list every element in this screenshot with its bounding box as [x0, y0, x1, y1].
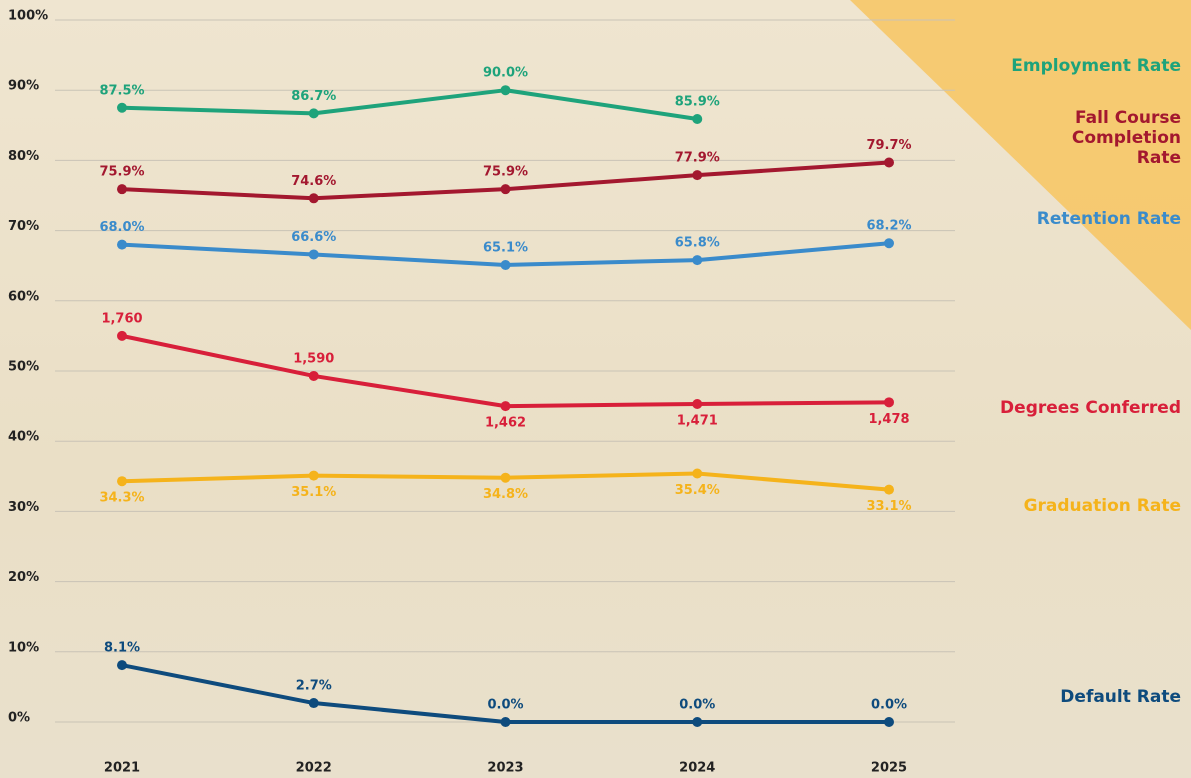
data-label: 0.0% — [679, 698, 715, 713]
y-tick-label: 30% — [8, 500, 39, 515]
data-label: 34.8% — [483, 487, 528, 502]
data-point — [309, 471, 319, 481]
data-label: 87.5% — [99, 83, 144, 98]
data-point — [692, 468, 702, 478]
data-point — [501, 473, 511, 483]
data-point — [501, 401, 511, 411]
y-tick-label: 50% — [8, 360, 39, 375]
data-label: 68.0% — [99, 220, 144, 235]
data-point — [692, 170, 702, 180]
y-tick-label: 20% — [8, 570, 39, 585]
data-point — [309, 371, 319, 381]
y-tick-label: 70% — [8, 219, 39, 234]
data-label: 1,471 — [677, 413, 718, 428]
chart-page: 0% 10% 20% 30% 40% 50% 60% 70% 80% 90% 100% 2021 202… — [0, 0, 1191, 778]
data-label: 2.7% — [296, 679, 332, 694]
data-point — [884, 397, 894, 407]
data-point — [117, 240, 127, 250]
data-point — [501, 85, 511, 95]
data-label: 86.7% — [291, 89, 336, 104]
data-point — [692, 399, 702, 409]
data-label: 90.0% — [483, 66, 528, 81]
y-tick-label: 100% — [8, 9, 48, 24]
data-label: 0.0% — [871, 698, 907, 713]
data-label: 34.3% — [99, 491, 144, 506]
data-label: 66.6% — [291, 230, 336, 245]
legend-entry: Retention Rate — [1037, 209, 1181, 229]
data-point — [117, 476, 127, 486]
data-label: 1,590 — [293, 351, 334, 366]
x-tick-label: 2023 — [487, 761, 523, 776]
data-label: 1,462 — [485, 416, 526, 431]
data-label: 0.0% — [487, 698, 523, 713]
legend-entry: Default Rate — [1060, 687, 1181, 707]
data-point — [117, 660, 127, 670]
series-line — [122, 90, 697, 119]
y-tick-label: 90% — [8, 79, 39, 94]
data-point — [692, 717, 702, 727]
data-label: 75.9% — [99, 165, 144, 180]
data-point — [692, 114, 702, 124]
x-tick-label: 2024 — [679, 761, 715, 776]
y-tick-label: 40% — [8, 430, 39, 445]
data-label: 33.1% — [866, 499, 911, 514]
data-point — [501, 260, 511, 270]
series-line — [122, 665, 889, 722]
data-point — [884, 238, 894, 248]
legend-entry: Degrees Conferred — [1000, 398, 1181, 418]
data-point — [501, 717, 511, 727]
data-label: 35.4% — [675, 483, 720, 498]
y-tick-label: 0% — [8, 711, 30, 726]
data-label: 1,478 — [868, 412, 909, 427]
data-point — [117, 331, 127, 341]
data-label: 1,760 — [101, 311, 142, 326]
data-point — [309, 698, 319, 708]
x-tick-label: 2022 — [296, 761, 332, 776]
data-point — [884, 158, 894, 168]
data-label: 85.9% — [675, 94, 720, 109]
data-label: 65.1% — [483, 240, 528, 255]
y-tick-label: 60% — [8, 289, 39, 304]
x-tick-label: 2021 — [104, 761, 140, 776]
data-label: 35.1% — [291, 485, 336, 500]
data-point — [884, 485, 894, 495]
data-label: 65.8% — [675, 236, 720, 251]
data-point — [309, 108, 319, 118]
legend-entry: Fall Course Completion Rate — [1031, 108, 1181, 168]
chart: 0% 10% 20% 30% 40% 50% 60% 70% 80% 90% 100% 2021 202… — [0, 0, 1191, 778]
data-label: 8.1% — [104, 641, 140, 656]
data-point — [117, 184, 127, 194]
data-label: 75.9% — [483, 165, 528, 180]
data-point — [884, 717, 894, 727]
data-label: 77.9% — [675, 151, 720, 166]
data-label: 79.7% — [866, 138, 911, 153]
legend-entry: Employment Rate — [1011, 56, 1181, 76]
data-label: 74.6% — [291, 174, 336, 189]
y-tick-label: 10% — [8, 640, 39, 655]
data-point — [692, 255, 702, 265]
data-point — [309, 249, 319, 259]
data-point — [117, 103, 127, 113]
y-tick-label: 80% — [8, 149, 39, 164]
data-point — [309, 193, 319, 203]
data-label: 68.2% — [866, 219, 911, 234]
data-point — [501, 184, 511, 194]
legend-entry: Graduation Rate — [1024, 496, 1181, 516]
x-tick-label: 2025 — [871, 761, 907, 776]
